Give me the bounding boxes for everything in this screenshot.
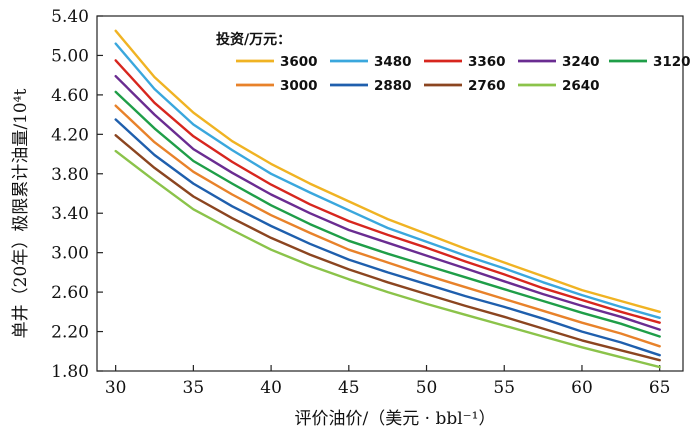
y-tick-label: 5.00 <box>51 46 89 66</box>
y-tick-label: 1.80 <box>51 362 89 382</box>
x-tick-label: 45 <box>338 378 360 398</box>
x-tick-label: 40 <box>260 378 282 398</box>
x-tick-label: 35 <box>183 378 205 398</box>
legend-label: 3600 <box>280 54 318 70</box>
series-line-2640 <box>114 149 661 369</box>
y-tick-label: 2.20 <box>51 323 89 343</box>
series-line-3000 <box>114 104 661 348</box>
y-tick-label: 3.80 <box>51 165 89 185</box>
legend-label: 3000 <box>280 78 318 94</box>
legend-label: 3360 <box>468 54 506 70</box>
x-tick-label: 50 <box>416 378 438 398</box>
series-line-3120 <box>114 90 661 338</box>
legend-label: 2640 <box>562 78 600 94</box>
x-tick-label: 55 <box>493 378 515 398</box>
y-tick-label: 5.40 <box>51 7 89 27</box>
y-tick-label: 3.00 <box>51 244 89 264</box>
y-tick-label: 4.60 <box>51 86 89 106</box>
series-line-2760 <box>114 134 661 362</box>
legend-label: 3120 <box>653 54 691 70</box>
series-line-2880 <box>114 118 661 357</box>
legend-label: 3480 <box>374 54 412 70</box>
legend-label: 3240 <box>562 54 600 70</box>
x-axis-title: 评价油价/（美元 · bbl⁻¹） <box>295 409 496 429</box>
y-tick-label: 3.40 <box>51 204 89 224</box>
x-tick-label: 65 <box>649 378 671 398</box>
legend-label: 2880 <box>374 78 412 94</box>
series-line-3480 <box>114 42 661 319</box>
y-axis-title: 单井（20年）极限累计油量/10⁴t <box>11 89 31 339</box>
y-tick-label: 2.60 <box>51 283 89 303</box>
x-tick-label: 60 <box>571 378 593 398</box>
plot-frame <box>96 15 684 372</box>
y-tick-label: 4.20 <box>51 125 89 145</box>
legend-label: 2760 <box>468 78 506 94</box>
series-line-3240 <box>114 75 661 331</box>
legend-title: 投资/万元： <box>216 31 291 48</box>
x-tick-label: 30 <box>105 378 127 398</box>
series-line-3600 <box>114 29 661 313</box>
series-line-3360 <box>114 59 661 324</box>
